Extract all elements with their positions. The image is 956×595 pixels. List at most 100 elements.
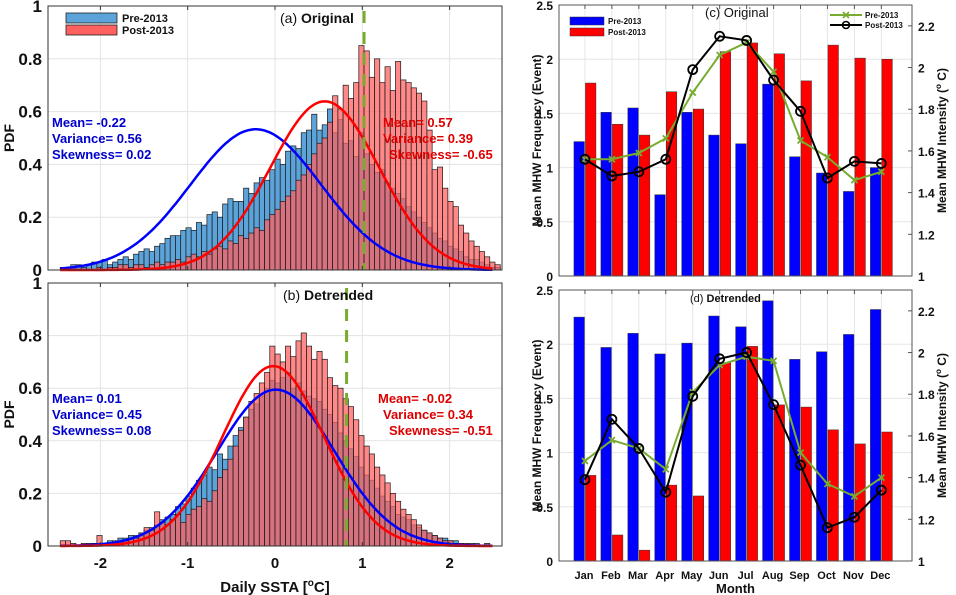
x-tick-label: Oct <box>817 570 836 582</box>
marker-x <box>877 168 885 176</box>
y-axis-right-label: Mean MHW Intensity (o C) <box>934 353 949 498</box>
marker-x <box>581 457 589 465</box>
legend-label: Post-2013 <box>608 28 646 37</box>
hist-bar <box>279 201 286 271</box>
bar <box>719 362 731 562</box>
marker-circle <box>768 74 779 86</box>
y-right-tick-label: 1 <box>918 555 925 569</box>
marker-x <box>769 68 778 76</box>
y-axis-right-label: Mean MHW Intensity (o C) <box>934 68 949 213</box>
y-right-tick-label: 1.4 <box>918 472 935 486</box>
y-tick-label: 0.6 <box>18 103 42 122</box>
bar <box>612 534 624 562</box>
x-tick-label: Sep <box>789 570 809 582</box>
marker-x <box>662 134 670 143</box>
legend-label: Pre-2013 <box>865 11 899 20</box>
marker-x <box>662 465 670 473</box>
hist-bar <box>316 142 323 271</box>
y-tick-label: 0.5 <box>536 501 553 515</box>
hist-bar <box>237 235 244 271</box>
marker-x <box>689 88 697 97</box>
y-axis-label: Mean MHW Frequency (Event) <box>530 54 544 226</box>
marker-circle <box>741 35 753 46</box>
hist-bar <box>431 169 438 271</box>
marker-circle <box>768 399 779 411</box>
line-series-Post-2013 <box>579 347 887 534</box>
hist-bar <box>232 243 239 271</box>
hist-bar <box>321 137 328 271</box>
marker-circle <box>606 413 618 425</box>
legend-swatch <box>569 16 605 26</box>
hist-bar <box>368 453 375 547</box>
marker-circle <box>822 522 833 534</box>
marker-x <box>635 149 643 157</box>
bar <box>762 300 774 562</box>
bar <box>843 334 855 562</box>
bar-legend: Pre-2013 Post-2013 <box>569 16 646 37</box>
hist-bar <box>306 345 313 547</box>
hist-bar <box>269 214 276 271</box>
bar <box>827 44 839 277</box>
bar <box>585 82 597 277</box>
hist-bar <box>217 245 223 271</box>
y-right-tick-label: 1.8 <box>918 388 935 402</box>
bar <box>708 134 720 277</box>
x-tick-label: -1 <box>181 555 194 572</box>
bar <box>573 316 585 562</box>
bar <box>735 326 747 562</box>
hist-bar <box>400 79 407 271</box>
marker-x <box>769 357 778 365</box>
x-tick-label: 0 <box>271 555 279 572</box>
hist-bar <box>321 358 328 547</box>
bar <box>773 404 785 562</box>
legend-label: Pre-2013 <box>122 13 168 25</box>
hist-bar <box>316 351 323 547</box>
hist-bar <box>300 174 307 271</box>
panel-title: (c) Original <box>705 5 769 20</box>
hist-bar <box>196 506 203 547</box>
stats-text-pre: Skewness= 0.08 <box>52 423 151 438</box>
legend-marker <box>841 20 851 30</box>
panel-title: (a) Original <box>280 10 354 26</box>
y-axis-label: PDF <box>1 124 17 152</box>
marker-circle <box>633 166 645 178</box>
marker-circle <box>714 353 726 365</box>
hist-bar <box>384 482 391 547</box>
stats-text-post: Variance= 0.39 <box>383 131 473 146</box>
bar <box>746 346 758 562</box>
hist-bar <box>206 500 213 547</box>
hist-bar <box>243 237 250 271</box>
bar <box>681 112 693 277</box>
y-tick-label: 0.8 <box>18 327 42 346</box>
x-tick-label: Jan <box>574 570 593 582</box>
hist-bar <box>227 458 234 547</box>
panel-c: 0 0.5 1 1.5 2 2.5 1 1.2 1.4 1.6 1.8 2 2.2 Mean MHW Fr… <box>530 0 949 284</box>
hist-bar <box>395 61 402 271</box>
hist-bar <box>327 377 333 547</box>
stats-text-post: Mean= -0.02 <box>378 391 452 406</box>
bar <box>719 51 731 277</box>
bar <box>870 309 882 562</box>
y-right-tick-label: 1 <box>918 270 925 284</box>
bar <box>735 143 747 277</box>
fit-curve-Pre-2013 <box>60 128 493 272</box>
marker-circle <box>714 30 726 42</box>
y-axis-label: PDF <box>1 400 17 428</box>
y-tick-label: 2 <box>546 53 553 67</box>
hist-bar <box>211 490 218 547</box>
bar <box>827 429 839 562</box>
panel-b: 0 0.2 0.4 0.6 0.8 1 -2 -1 0 1 2 PDF (b) Detrended Mea… <box>1 274 503 595</box>
legend-marker <box>842 11 850 19</box>
bar <box>746 42 758 277</box>
legend-label: Pre-2013 <box>608 17 642 26</box>
y-tick-label: 1.5 <box>536 107 553 121</box>
stats-text-pre: Mean= -0.22 <box>52 115 126 130</box>
marker-circle <box>687 64 699 76</box>
hist-bar <box>248 401 255 547</box>
y-tick-label: 2 <box>546 338 553 352</box>
hist-bar <box>274 208 281 271</box>
y-right-tick-label: 1.8 <box>918 103 935 117</box>
hist-bar <box>175 514 182 547</box>
bar <box>800 406 812 562</box>
